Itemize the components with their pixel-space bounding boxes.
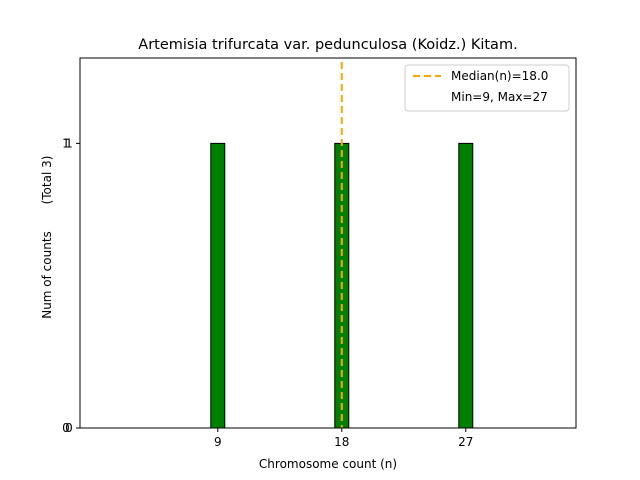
plot-frame bbox=[79, 57, 577, 429]
x-axis-label: Chromosome count (n) bbox=[259, 457, 397, 471]
bar-n27 bbox=[458, 142, 474, 429]
legend-median-label: Median(n)=18.0 bbox=[451, 69, 548, 83]
x-tick-label: 9 bbox=[214, 435, 222, 449]
y-axis-total-note: (Total 3) bbox=[40, 156, 54, 205]
y-tick-label: 0 bbox=[65, 421, 73, 435]
bar-n9 bbox=[210, 142, 226, 429]
y-tick-label: 1 bbox=[62, 136, 70, 150]
y-axis-label: Num of counts bbox=[40, 231, 54, 319]
x-tick-label: 18 bbox=[334, 435, 349, 449]
x-tick-label: 27 bbox=[458, 435, 473, 449]
legend-box bbox=[404, 64, 570, 112]
legend-min-max-label: Min=9, Max=27 bbox=[451, 90, 548, 104]
y-tick-label: 0 bbox=[62, 421, 70, 435]
y-tick-label: 1 bbox=[65, 136, 73, 150]
chart-title: Artemisia trifurcata var. pedunculosa (K… bbox=[138, 37, 517, 53]
bars-group bbox=[107, 142, 521, 429]
legend: Median(n)=18.0 Min=9, Max=27 bbox=[404, 64, 570, 112]
